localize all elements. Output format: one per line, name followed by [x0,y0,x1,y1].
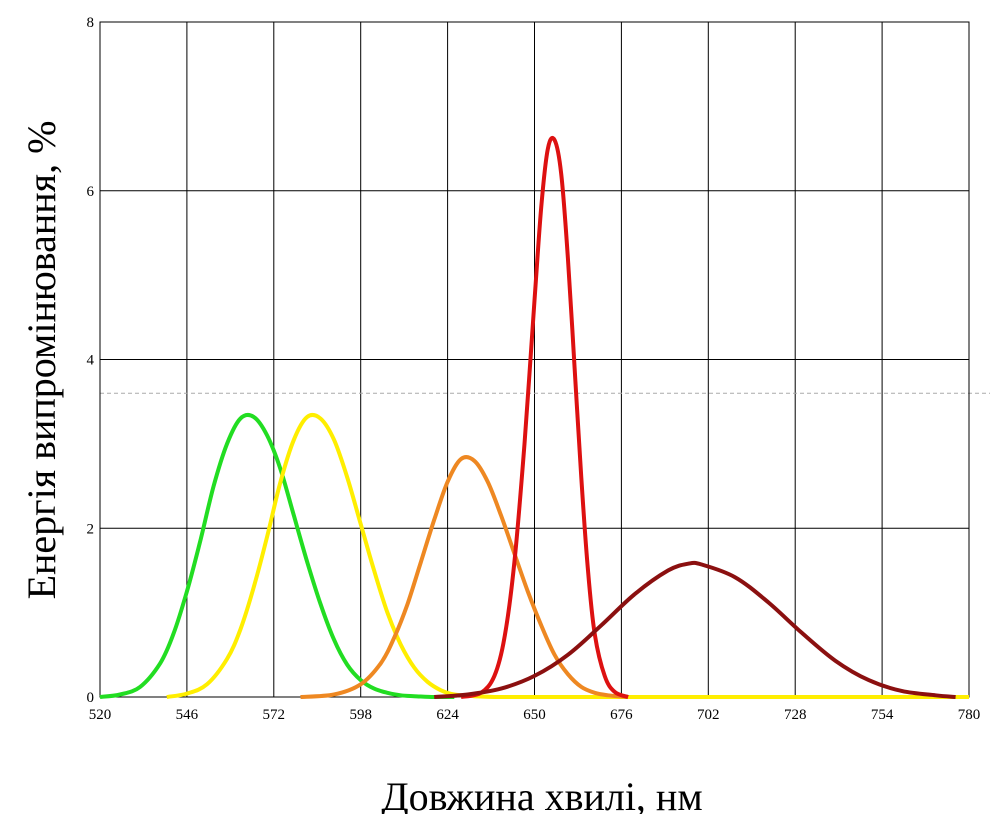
series-line-1 [166,412,969,700]
x-tick-label: 572 [263,707,286,723]
x-tick-label: 520 [89,707,112,723]
series-line-2 [300,455,629,699]
x-tick-labels: 520 546 572 598 624 650 676 702 728 754 780 [89,707,981,723]
y-tick-label: 8 [87,15,95,31]
x-tick-label: 676 [610,707,633,723]
x-tick-label: 780 [958,707,981,723]
x-tick-label: 546 [176,707,199,723]
x-tick-label: 650 [523,707,546,723]
y-tick-label: 4 [87,353,95,369]
series-curves [99,135,969,700]
y-tick-labels: 0 2 4 6 8 [87,15,95,706]
y-tick-label: 6 [87,184,95,200]
x-tick-label: 598 [349,707,372,723]
x-axis-label: Довжина хвилі, нм [381,774,702,814]
grid [99,21,970,698]
y-tick-label: 0 [87,690,95,706]
y-tick-label: 2 [87,521,95,537]
x-tick-label: 624 [436,707,459,723]
x-tick-label: 728 [784,707,807,723]
y-axis-label: Енергія випромінювання, % [19,121,64,600]
series-line-3 [460,135,629,699]
x-tick-label: 702 [697,707,720,723]
series-line-0 [99,413,455,700]
x-tick-label: 754 [871,707,894,723]
series-line-4 [434,560,956,699]
